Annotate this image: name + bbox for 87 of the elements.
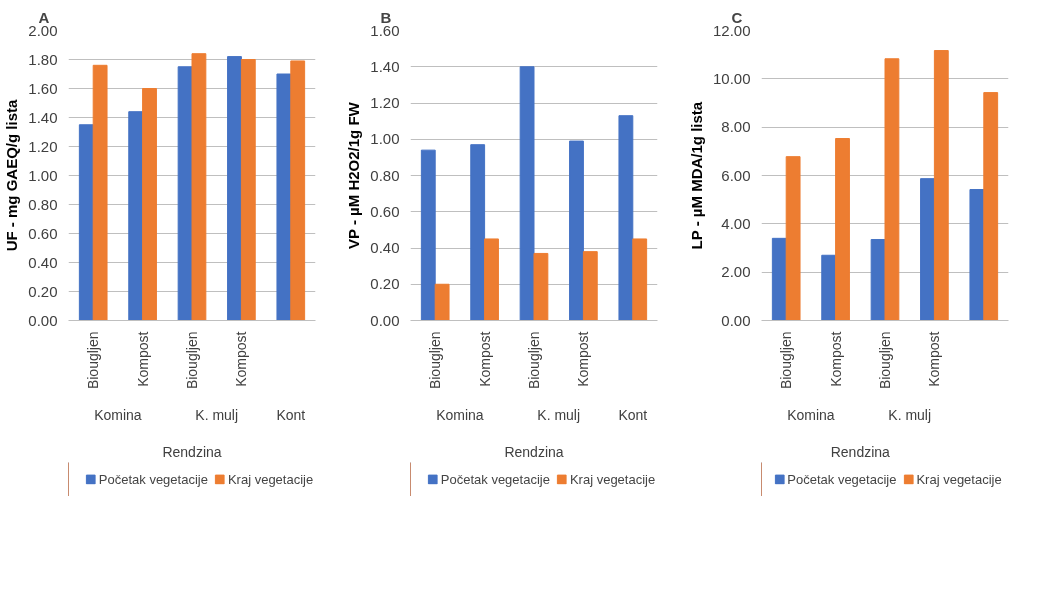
x-tick-label: Biougljen <box>526 331 542 390</box>
bar <box>142 88 157 321</box>
y-tick-label: 0.60 <box>28 224 58 242</box>
chart-title: A <box>38 8 50 26</box>
text: K. mulj <box>537 406 581 423</box>
x-tick-label: Kompost <box>134 331 151 387</box>
y-tick-label: 4.00 <box>721 214 751 232</box>
y-axis-title: VP - µM H2O2/1g FW <box>345 101 363 249</box>
y-tick-label: 0.40 <box>28 253 58 271</box>
bar <box>884 58 900 321</box>
y-tick-label: 1.60 <box>28 79 58 97</box>
y-tick-label: 10.00 <box>712 69 751 87</box>
x-tick-label: Biougljen <box>184 331 200 390</box>
legend-label: Kraj vegetacije <box>227 471 314 487</box>
bar <box>533 252 549 321</box>
bar <box>519 66 535 321</box>
bar <box>618 115 634 321</box>
bar <box>191 53 207 321</box>
x-tick-label: Kompost <box>827 331 844 387</box>
bar <box>983 92 999 321</box>
y-tick-label: 0.20 <box>370 275 400 293</box>
text: Komina <box>94 406 142 423</box>
x-tick-label: Biougljen <box>427 331 444 390</box>
legend-label: Početak vegetacije <box>440 471 550 487</box>
bar <box>969 189 985 321</box>
x-tick-label: Kompost <box>233 331 250 387</box>
text: Rendzina <box>162 443 222 460</box>
x-tick-label: Kompost <box>575 331 592 387</box>
x-tick-label: Biougljen <box>877 331 893 390</box>
y-tick-label: 0.80 <box>370 166 400 184</box>
text: Kont <box>276 406 306 423</box>
y-tick-label: 0.00 <box>370 311 400 329</box>
y-tick-label: 1.00 <box>370 130 400 148</box>
text: K. mulj <box>195 406 239 423</box>
y-axis-title: UF - mg GAEQ/g lista <box>3 99 21 252</box>
x-tick-label: Biougljen <box>85 331 102 390</box>
y-tick-label: 2.00 <box>721 263 751 281</box>
bar <box>434 283 450 321</box>
y-tick-label: 0.00 <box>721 311 751 329</box>
text: Rendzina <box>504 443 564 460</box>
legend-label: Početak vegetacije <box>98 471 208 487</box>
y-tick-label: 0.00 <box>28 311 58 329</box>
y-tick-label: 1.20 <box>28 137 58 155</box>
text: Rendzina <box>830 443 891 460</box>
legend-label: Kraj vegetacije <box>916 471 1002 487</box>
y-tick-label: 1.00 <box>28 166 58 184</box>
y-tick-label: 1.40 <box>370 57 400 75</box>
x-tick-label: Kompost <box>476 331 493 387</box>
legend-label: Početak vegetacije <box>787 471 897 487</box>
bar <box>582 251 598 321</box>
y-tick-label: 0.20 <box>28 282 58 300</box>
bar <box>785 156 801 321</box>
y-tick-label: 6.00 <box>721 166 751 184</box>
y-axis-title: LP - µM MDA/1g lista <box>687 101 705 250</box>
x-tick-label: Biougljen <box>778 331 795 390</box>
bar <box>92 64 108 321</box>
x-tick-label: Kompost <box>926 331 943 387</box>
text: Kont <box>618 406 648 423</box>
text: K. mulj <box>888 406 932 423</box>
bar <box>78 124 94 321</box>
y-tick-label: 8.00 <box>721 118 751 136</box>
bar <box>771 237 787 321</box>
y-tick-label: 0.40 <box>370 239 400 256</box>
bar <box>240 59 256 321</box>
y-tick-label: 1.80 <box>28 50 58 68</box>
bar <box>933 50 949 321</box>
bar <box>227 56 242 321</box>
bar <box>128 111 144 321</box>
bar <box>420 149 436 321</box>
chart-title: B <box>380 8 392 26</box>
chart-title: C <box>731 8 743 26</box>
bar <box>632 238 648 321</box>
bar <box>276 73 292 321</box>
legend-label: Kraj vegetacije <box>569 471 656 487</box>
text: Komina <box>436 406 484 423</box>
y-tick-label: 0.60 <box>370 202 400 220</box>
bar <box>290 60 306 321</box>
y-tick-label: 1.40 <box>28 108 58 126</box>
bar <box>569 140 584 321</box>
bar <box>470 144 486 321</box>
text: Komina <box>787 406 835 423</box>
bar <box>484 238 499 321</box>
bar <box>821 254 837 321</box>
bar <box>835 138 850 321</box>
bar <box>920 178 935 321</box>
y-tick-label: 0.80 <box>28 195 58 213</box>
y-tick-label: 1.20 <box>370 94 400 111</box>
